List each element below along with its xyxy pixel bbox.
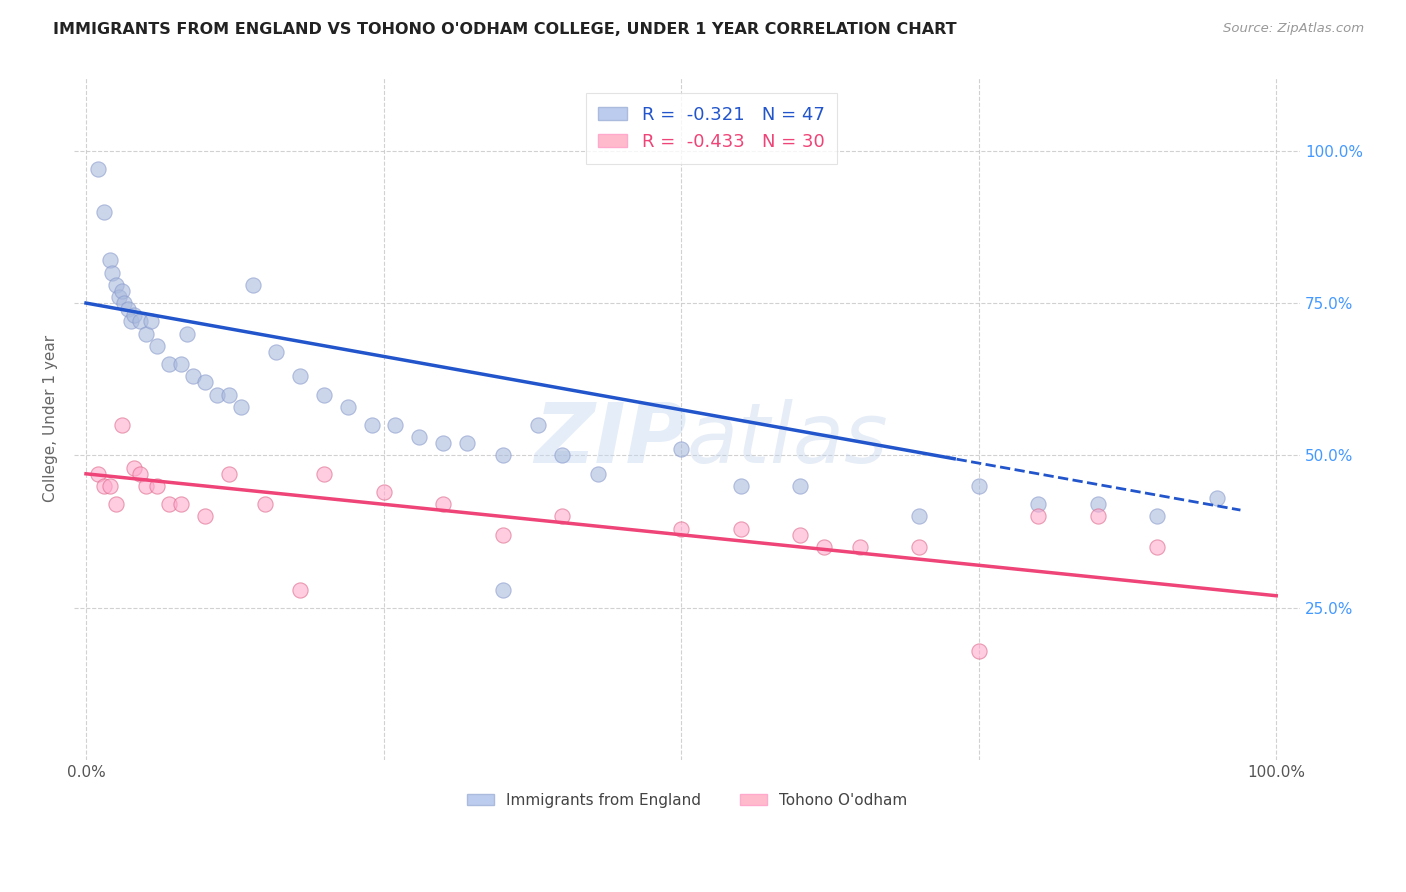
Point: [312, 387, 335, 401]
Point: [360, 417, 382, 432]
Point: [1026, 509, 1049, 524]
Point: [122, 308, 145, 322]
Point: [669, 442, 692, 457]
Point: [491, 449, 513, 463]
Point: [491, 582, 513, 597]
Point: [218, 467, 240, 481]
Point: [146, 339, 169, 353]
Point: [1087, 497, 1109, 511]
Point: [586, 467, 609, 481]
Point: [157, 497, 180, 511]
Legend: Immigrants from England, Tohono O'odham: Immigrants from England, Tohono O'odham: [461, 787, 914, 814]
Point: [848, 540, 870, 554]
Text: atlas: atlas: [688, 399, 889, 480]
Point: [527, 417, 550, 432]
Point: [1026, 497, 1049, 511]
Point: [432, 436, 454, 450]
Point: [218, 387, 240, 401]
Point: [141, 314, 163, 328]
Point: [669, 522, 692, 536]
Point: [336, 400, 359, 414]
Point: [1146, 540, 1168, 554]
Point: [146, 479, 169, 493]
Point: [170, 497, 193, 511]
Point: [242, 277, 264, 292]
Point: [104, 277, 127, 292]
Point: [98, 253, 121, 268]
Point: [170, 357, 193, 371]
Point: [1205, 491, 1227, 505]
Point: [551, 449, 574, 463]
Point: [967, 479, 990, 493]
Point: [408, 430, 430, 444]
Point: [432, 497, 454, 511]
Point: [112, 296, 135, 310]
Point: [730, 479, 752, 493]
Point: [312, 467, 335, 481]
Point: [789, 528, 811, 542]
Point: [730, 522, 752, 536]
Point: [789, 479, 811, 493]
Point: [93, 204, 115, 219]
Point: [384, 417, 406, 432]
Point: [111, 284, 134, 298]
Point: [229, 400, 252, 414]
Point: [908, 509, 931, 524]
Point: [87, 467, 110, 481]
Text: IMMIGRANTS FROM ENGLAND VS TOHONO O'ODHAM COLLEGE, UNDER 1 YEAR CORRELATION CHAR: IMMIGRANTS FROM ENGLAND VS TOHONO O'ODHA…: [53, 22, 957, 37]
Point: [134, 479, 156, 493]
Point: [908, 540, 931, 554]
Point: [134, 326, 156, 341]
Point: [128, 314, 150, 328]
Point: [1087, 509, 1109, 524]
Point: [181, 369, 204, 384]
Point: [813, 540, 835, 554]
Point: [194, 509, 217, 524]
Y-axis label: College, Under 1 year: College, Under 1 year: [44, 335, 58, 502]
Point: [98, 479, 121, 493]
Text: ZIP: ZIP: [534, 399, 688, 480]
Point: [87, 161, 110, 176]
Point: [157, 357, 180, 371]
Point: [111, 417, 134, 432]
Point: [373, 485, 395, 500]
Point: [108, 290, 131, 304]
Point: [266, 344, 288, 359]
Text: Source: ZipAtlas.com: Source: ZipAtlas.com: [1223, 22, 1364, 36]
Point: [128, 467, 150, 481]
Point: [967, 643, 990, 657]
Point: [117, 302, 139, 317]
Point: [122, 460, 145, 475]
Point: [120, 314, 142, 328]
Point: [101, 266, 124, 280]
Point: [1146, 509, 1168, 524]
Point: [290, 582, 312, 597]
Point: [104, 497, 127, 511]
Point: [205, 387, 228, 401]
Point: [253, 497, 276, 511]
Point: [176, 326, 198, 341]
Point: [491, 528, 513, 542]
Point: [551, 509, 574, 524]
Point: [194, 376, 217, 390]
Point: [456, 436, 478, 450]
Point: [290, 369, 312, 384]
Point: [93, 479, 115, 493]
